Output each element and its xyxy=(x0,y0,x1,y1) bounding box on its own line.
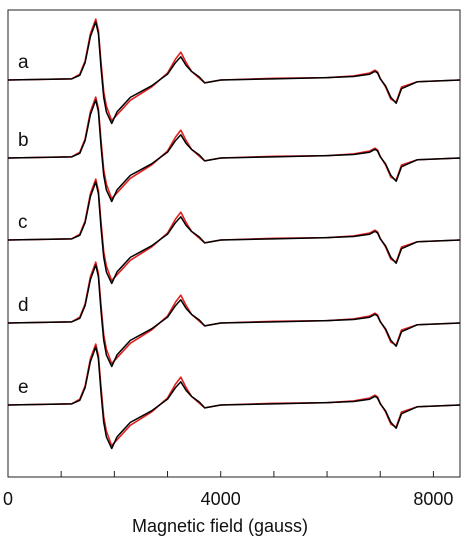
plot-frame xyxy=(7,9,461,478)
panel-c xyxy=(7,178,461,285)
panel-label-d: d xyxy=(18,295,29,316)
x-tick-label: 8000 xyxy=(413,489,453,509)
panel-b xyxy=(7,96,461,203)
trace-black xyxy=(7,264,461,368)
panel-label-b: b xyxy=(18,130,29,151)
trace-black xyxy=(7,346,461,450)
x-tick-labels: 0 4000 8000 xyxy=(3,489,453,509)
trace-red xyxy=(7,343,461,447)
minor-ticks xyxy=(7,471,434,477)
trace-black xyxy=(7,181,461,285)
trace-black xyxy=(7,99,461,203)
panel-e xyxy=(7,343,461,450)
panel-label-a: a xyxy=(18,52,29,73)
trace-red xyxy=(7,96,461,200)
panel-d xyxy=(7,261,461,368)
x-axis-label: Magnetic field (gauss) xyxy=(132,516,308,536)
trace-red xyxy=(7,261,461,365)
panel-labels: a b c d e xyxy=(18,52,29,398)
panel-a xyxy=(7,18,461,125)
panel-label-e: e xyxy=(18,377,29,398)
trace-red xyxy=(7,18,461,122)
traces xyxy=(7,18,461,450)
x-tick-label: 0 xyxy=(3,489,13,509)
panel-label-c: c xyxy=(18,212,28,233)
trace-black xyxy=(7,21,461,125)
x-tick-label: 4000 xyxy=(201,489,241,509)
trace-red xyxy=(7,178,461,282)
